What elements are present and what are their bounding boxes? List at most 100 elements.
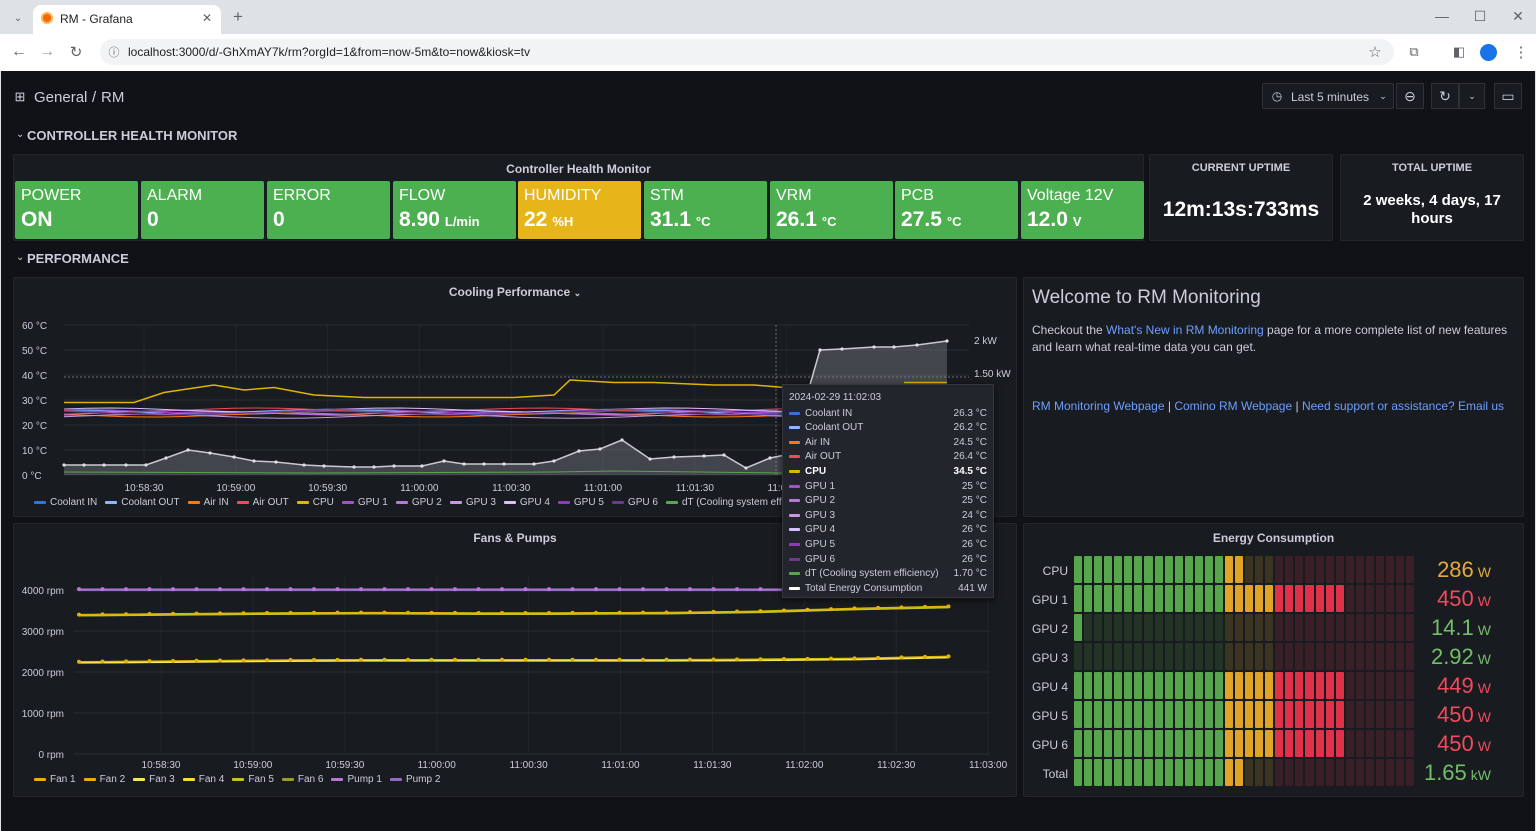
y-tick-label: 0 rpm xyxy=(38,750,64,761)
data-point xyxy=(77,659,81,664)
legend-item[interactable]: Air IN xyxy=(187,497,229,508)
gauge-cell xyxy=(1224,759,1233,786)
legend-item[interactable]: Air OUT xyxy=(236,497,289,508)
gauge-cell xyxy=(1275,643,1284,670)
legend-item[interactable]: Fan 6 xyxy=(281,774,323,785)
tooltip-swatch xyxy=(789,426,800,430)
legend-label: Coolant OUT xyxy=(121,497,180,508)
gauge-cell xyxy=(1174,585,1183,612)
legend-item[interactable]: Coolant IN xyxy=(34,497,97,508)
legend-item[interactable]: Pump 2 xyxy=(389,774,440,785)
close-window-button[interactable]: ✕ xyxy=(1512,7,1524,24)
legend-item[interactable]: Fan 1 xyxy=(34,774,76,785)
gauge-cell xyxy=(1134,643,1143,670)
legend-item[interactable]: GPU 1 xyxy=(341,497,388,508)
gauge-cell xyxy=(1074,643,1083,670)
stat-label: FLOW xyxy=(399,187,446,204)
forward-icon[interactable]: → xyxy=(39,43,55,60)
data-point xyxy=(641,657,645,662)
row-title-performance[interactable]: PERFORMANCE xyxy=(27,251,129,266)
maximize-button[interactable]: ☐ xyxy=(1473,7,1487,24)
rm-webpage-link[interactable]: RM Monitoring Webpage xyxy=(1032,399,1165,413)
data-point xyxy=(915,343,919,347)
gauge-cell xyxy=(1114,672,1123,699)
refresh-icon[interactable]: ↻ xyxy=(1431,83,1459,109)
breadcrumb-separator: / xyxy=(92,89,97,106)
legend-item[interactable]: Pump 1 xyxy=(331,774,382,785)
data-point xyxy=(147,612,152,617)
data-point xyxy=(102,463,106,467)
data-point xyxy=(641,587,645,592)
gauge-cell xyxy=(1174,672,1183,699)
gauge-cell xyxy=(1255,672,1264,699)
row-collapse-icon[interactable]: ⌄ xyxy=(16,129,25,140)
data-point xyxy=(164,456,168,460)
back-icon[interactable]: ← xyxy=(11,43,27,60)
cooling-chart[interactable]: 0 °C 10 °C 20 °C 30 °C 40 °C 50 °C 60 °C 10:58:… xyxy=(14,278,1018,518)
gauge-cell xyxy=(1214,759,1223,786)
bookmark-star-icon[interactable]: ☆ xyxy=(1368,44,1382,61)
address-bar[interactable]: ⓘ localhost:3000/d/-GhXmAY7k/rm?orgId=1&… xyxy=(100,39,1394,65)
x-tick-label: 10:58:30 xyxy=(125,483,164,494)
zoom-out-icon[interactable]: ⊖ xyxy=(1396,83,1424,109)
gauge-cell xyxy=(1164,730,1173,757)
tooltip-series-name: Coolant IN xyxy=(805,407,853,419)
gauge-cell xyxy=(1285,759,1294,786)
tv-mode-icon[interactable]: ▭ xyxy=(1494,83,1522,109)
legend-item[interactable]: Fan 3 xyxy=(133,774,175,785)
energy-bar-gauge xyxy=(1074,643,1415,670)
site-info-icon[interactable]: ⓘ xyxy=(108,47,120,59)
whats-new-link[interactable]: What's New in RM Monitoring xyxy=(1106,323,1264,337)
extensions-icon[interactable]: ⧉ xyxy=(1409,44,1419,59)
panel-title[interactable]: Cooling Performance ⌄ xyxy=(14,285,1016,299)
x-tick-label: 10:58:30 xyxy=(142,760,181,771)
support-email-link[interactable]: Need support or assistance? Email us xyxy=(1301,399,1505,413)
welcome-title: Welcome to RM Monitoring xyxy=(1032,287,1261,308)
minimize-button[interactable]: — xyxy=(1435,8,1449,24)
tab-close-icon[interactable]: ✕ xyxy=(201,11,213,25)
legend-item[interactable]: CPU xyxy=(296,497,334,508)
row-title-health[interactable]: CONTROLLER HEALTH MONITOR xyxy=(27,128,238,143)
legend-swatch xyxy=(331,778,344,781)
gauge-cell xyxy=(1305,643,1314,670)
time-picker-button[interactable]: ◷ Last 5 minutes ⌄ xyxy=(1262,83,1394,109)
new-tab-button[interactable]: + xyxy=(233,7,243,26)
data-point xyxy=(500,610,504,615)
energy-row-label: GPU 2 xyxy=(1031,622,1068,636)
tab-search-button[interactable]: ⌄ xyxy=(13,12,23,24)
legend-item[interactable]: GPU 3 xyxy=(449,497,496,508)
gauge-cell xyxy=(1245,730,1254,757)
tooltip-row: Air OUT 26.4 °C xyxy=(789,450,987,464)
browser-tab[interactable]: RM - Grafana ✕ xyxy=(33,5,221,34)
data-point xyxy=(218,611,222,616)
x-tick-label: 11:00:30 xyxy=(510,760,549,771)
profile-avatar[interactable] xyxy=(1480,44,1497,61)
row-collapse-icon[interactable]: ⌄ xyxy=(16,252,25,263)
gauge-cell xyxy=(1315,585,1324,612)
fans-chart[interactable]: 0 rpm 1000 rpm 2000 rpm 3000 rpm 4000 rpm 10:… xyxy=(14,524,1018,798)
reload-icon[interactable]: ↻ xyxy=(69,44,83,61)
data-point xyxy=(688,587,692,592)
legend-item[interactable]: Fan 4 xyxy=(182,774,224,785)
tooltip-series-value: 26.2 °C xyxy=(953,422,987,434)
breadcrumb-root[interactable]: General xyxy=(34,89,88,106)
gauge-cell xyxy=(1084,556,1093,583)
legend-item[interactable]: GPU 2 xyxy=(395,497,442,508)
legend-item[interactable]: GPU 5 xyxy=(557,497,604,508)
legend-item[interactable]: GPU 4 xyxy=(503,497,550,508)
comino-webpage-link[interactable]: Comino RM Webpage xyxy=(1174,399,1293,413)
legend-item[interactable]: Fan 5 xyxy=(232,774,274,785)
data-point xyxy=(186,448,190,452)
browser-menu-icon[interactable]: ⋮ xyxy=(1513,44,1529,61)
panel-menu-chevron-icon[interactable]: ⌄ xyxy=(573,288,582,298)
side-panel-icon[interactable]: ◧ xyxy=(1452,44,1466,59)
legend-item[interactable]: dT (Cooling system efficiency) xyxy=(665,497,816,508)
legend-item[interactable]: Fan 2 xyxy=(83,774,125,785)
gauge-cell xyxy=(1144,614,1153,641)
legend-item[interactable]: Coolant OUT xyxy=(105,497,180,508)
energy-bar-gauge xyxy=(1074,556,1415,583)
data-point xyxy=(805,656,810,661)
refresh-interval-chevron-icon[interactable]: ⌄ xyxy=(1459,83,1485,109)
data-point xyxy=(429,587,434,592)
legend-item[interactable]: GPU 6 xyxy=(611,497,658,508)
